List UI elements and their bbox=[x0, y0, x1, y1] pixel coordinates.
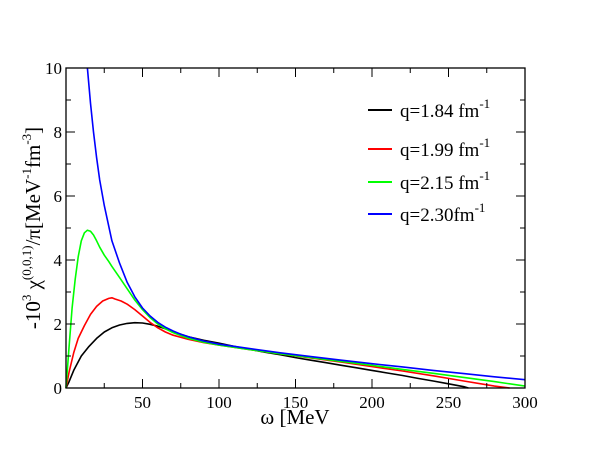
y-tick-label: 4 bbox=[54, 251, 63, 270]
y-axis-title-fm: fm bbox=[21, 145, 45, 168]
legend-entry: q=2.30fm-1 bbox=[368, 200, 485, 226]
legend-label-text: q=2.30fm bbox=[400, 205, 475, 226]
y-tick-label: 8 bbox=[54, 123, 63, 142]
y-axis-title-chi: χ bbox=[21, 279, 45, 294]
y-axis-title: -103 χ(0,0,1)/π[MeV-1fm-3] bbox=[19, 127, 45, 329]
ticklabel-layer: 50 100 150 200 250 300 0 2 4 6 8 10 bbox=[45, 59, 538, 412]
y-axis-title-prefix-sup: 3 bbox=[19, 295, 34, 302]
y-axis-title-mid: /π[MeV bbox=[21, 179, 45, 246]
legend-label: q=1.99 fm-1 bbox=[400, 135, 490, 161]
series-line-2 bbox=[65, 229, 526, 389]
legend-entry: q=2.15 fm-1 bbox=[368, 168, 490, 194]
x-tick-label: 100 bbox=[206, 393, 232, 412]
ticks-layer bbox=[65, 67, 526, 389]
legend-entry: q=1.99 fm-1 bbox=[368, 135, 490, 161]
x-axis-title: ω [MeV bbox=[260, 405, 329, 429]
legend: q=1.84 fm-1 q=1.99 fm-1 q=2.15 fm-1 q=2.… bbox=[368, 96, 490, 226]
y-tick-label: 6 bbox=[54, 187, 63, 206]
x-tick-label: 150 bbox=[283, 393, 309, 412]
x-tick-label: 50 bbox=[134, 393, 151, 412]
legend-label: q=1.84 fm-1 bbox=[400, 96, 490, 122]
legend-entry: q=1.84 fm-1 bbox=[368, 96, 490, 122]
y-axis-title-prefix: -10 bbox=[21, 301, 45, 329]
legend-label-sup: -1 bbox=[475, 200, 486, 215]
legend-label-sup: -1 bbox=[479, 168, 490, 183]
x-tick-label: 300 bbox=[512, 393, 538, 412]
series-line-1 bbox=[65, 296, 510, 389]
y-axis-title-close: ] bbox=[21, 127, 45, 134]
legend-label-text: q=1.99 fm bbox=[400, 140, 480, 161]
legend-label-sup: -1 bbox=[479, 135, 490, 150]
y-axis-title-mev-sup: -1 bbox=[19, 168, 34, 179]
y-axis-title-fm-sup: -3 bbox=[19, 134, 34, 145]
legend-label: q=2.15 fm-1 bbox=[400, 168, 490, 194]
x-tick-label: 250 bbox=[436, 393, 462, 412]
legend-label-text: q=1.84 fm bbox=[400, 101, 480, 122]
legend-label: q=2.30fm-1 bbox=[400, 200, 485, 226]
series-layer bbox=[65, 67, 526, 389]
series-line-3 bbox=[86, 67, 526, 381]
legend-label-text: q=2.15 fm bbox=[400, 173, 480, 194]
y-tick-label: 2 bbox=[54, 315, 63, 334]
x-tick-label: 200 bbox=[359, 393, 385, 412]
y-tick-label: 10 bbox=[45, 59, 62, 78]
y-tick-label: 0 bbox=[54, 379, 63, 398]
legend-label-sup: -1 bbox=[479, 96, 490, 111]
y-axis-title-chi-sup: (0,0,1) bbox=[19, 245, 34, 280]
